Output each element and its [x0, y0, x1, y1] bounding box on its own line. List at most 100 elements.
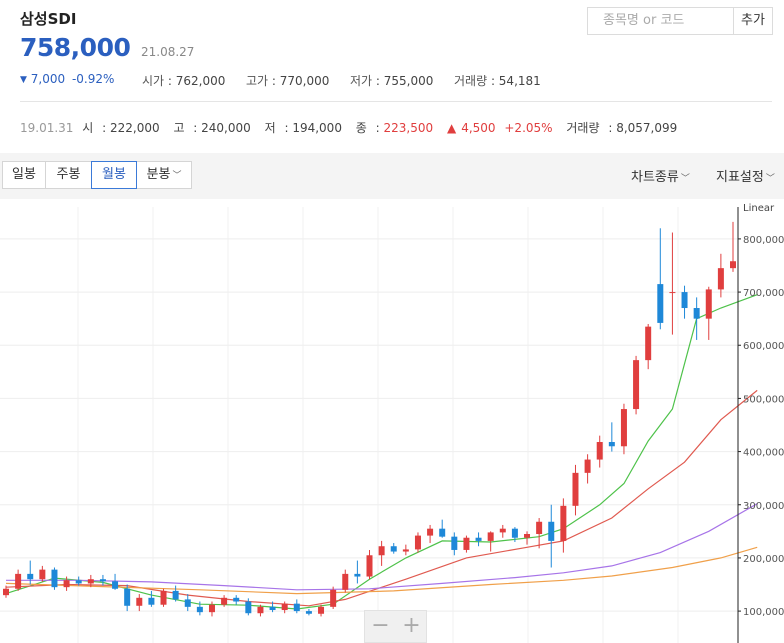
search-input[interactable]: 종목명 or 코드 — [587, 7, 734, 35]
chevron-down-icon: ﹀ — [172, 171, 182, 181]
stat-high: 고가 : 770,000 — [246, 74, 330, 88]
candle-body — [245, 601, 252, 614]
candle-up — [633, 355, 640, 415]
candle-up — [15, 569, 22, 591]
candle-down — [27, 560, 34, 585]
divider — [20, 101, 772, 102]
candle-up — [366, 549, 373, 580]
tab-minute-label: 분봉 — [146, 167, 171, 182]
candle-body — [269, 606, 276, 611]
tab-monthly[interactable]: 월봉 — [91, 161, 137, 189]
candle-body — [511, 528, 518, 538]
candle-body — [681, 292, 688, 309]
indicator-menu[interactable]: 지표설정 ﹀ — [716, 166, 775, 185]
y-tick-label: 500,000 — [743, 394, 784, 405]
history-change: ▲ 4,500 +2.05% — [446, 121, 553, 135]
candle-body — [293, 603, 300, 612]
change-amount: 7,000 — [30, 72, 66, 86]
candle-up — [281, 601, 288, 614]
add-button[interactable]: 추가 — [733, 7, 773, 35]
indicator-label: 지표설정 — [716, 170, 764, 185]
chart-toolbar: 일봉 주봉 월봉 분봉 ﹀ 차트종류 ﹀ 지표설정 ﹀ — [0, 153, 784, 199]
zoom-out-button[interactable]: − — [371, 613, 390, 638]
candle-up — [536, 518, 543, 549]
candle-body — [124, 588, 131, 606]
candle-body — [281, 603, 288, 611]
candle-body — [354, 573, 361, 577]
candle-body — [99, 579, 106, 582]
candle-body — [63, 580, 70, 588]
price-change: ▼ 7,000 -0.92% — [20, 72, 114, 86]
price-chart[interactable]: 800,000 700,000 600,000 500,000 400,000 300,0… — [0, 199, 784, 643]
chevron-down-icon: ﹀ — [680, 174, 690, 184]
candle-down — [548, 504, 555, 568]
candle-body — [160, 590, 167, 605]
candle-up — [342, 569, 349, 593]
stat-volume: 거래량 : 54,181 — [454, 74, 541, 88]
zoom-in-button[interactable]: + — [402, 613, 421, 638]
candle-body — [560, 505, 567, 541]
candle-up — [584, 454, 591, 484]
candle-body — [366, 555, 373, 577]
candle-up — [3, 585, 9, 598]
y-tick-label: 600,000 — [743, 341, 784, 352]
stat-volume-value: 54,181 — [498, 74, 541, 88]
candle-down — [451, 532, 458, 556]
candle-up — [257, 604, 264, 617]
candle-body — [87, 579, 94, 584]
candle-body — [608, 442, 615, 447]
candle-body — [584, 459, 591, 473]
candle-body — [305, 611, 312, 614]
candle-up — [463, 535, 470, 553]
tab-minute[interactable]: 분봉 ﹀ — [136, 161, 192, 189]
candle-body — [693, 308, 700, 319]
candle-body — [27, 573, 34, 580]
change-percent: -0.92% — [71, 72, 115, 86]
candle-body — [596, 442, 603, 460]
candle-down — [390, 543, 397, 554]
candle-up — [414, 532, 421, 553]
stat-low-value: 755,000 — [383, 74, 434, 88]
candle-up — [669, 232, 676, 335]
candle-up — [730, 221, 736, 272]
candle-body — [257, 606, 264, 614]
candle-body — [548, 521, 555, 541]
tab-daily[interactable]: 일봉 — [2, 161, 46, 189]
candle-body — [645, 326, 652, 361]
candle-up — [136, 594, 143, 612]
candle-up — [39, 565, 46, 582]
candle-down — [124, 584, 131, 612]
candle-down — [99, 574, 106, 586]
candle-body — [172, 590, 179, 600]
chart-type-label: 차트종류 — [631, 170, 679, 185]
ma-line-ma120 — [5, 546, 758, 595]
candle-up — [499, 524, 506, 538]
tab-weekly[interactable]: 주봉 — [45, 161, 92, 189]
candle-body — [717, 268, 724, 290]
candle-body — [439, 528, 446, 537]
candle-down — [148, 590, 155, 607]
candle-up — [645, 323, 652, 370]
price-date: 21.08.27 — [141, 45, 195, 59]
candle-up — [160, 588, 167, 607]
y-tick-label: 200,000 — [743, 554, 784, 565]
candle-body — [342, 573, 349, 590]
candle-down — [233, 595, 240, 605]
candle-up — [318, 604, 325, 617]
candle-down — [511, 527, 518, 542]
candle-up — [378, 540, 385, 566]
candle-body — [475, 537, 482, 541]
chart-type-menu[interactable]: 차트종류 ﹀ — [631, 166, 690, 185]
candle-body — [451, 536, 458, 550]
candle-body — [136, 597, 143, 606]
current-price: 758,000 — [20, 33, 131, 62]
candle-down — [51, 567, 58, 590]
history-open: 시 : 222,000 — [82, 121, 160, 135]
y-tick-label: 700,000 — [743, 288, 784, 299]
candle-up — [524, 531, 531, 545]
candle-body — [51, 569, 58, 588]
candle-body — [657, 284, 664, 323]
history-low: 저 : 194,000 — [264, 121, 342, 135]
stock-name: 삼성SDI — [20, 10, 77, 28]
candle-down — [693, 297, 700, 340]
